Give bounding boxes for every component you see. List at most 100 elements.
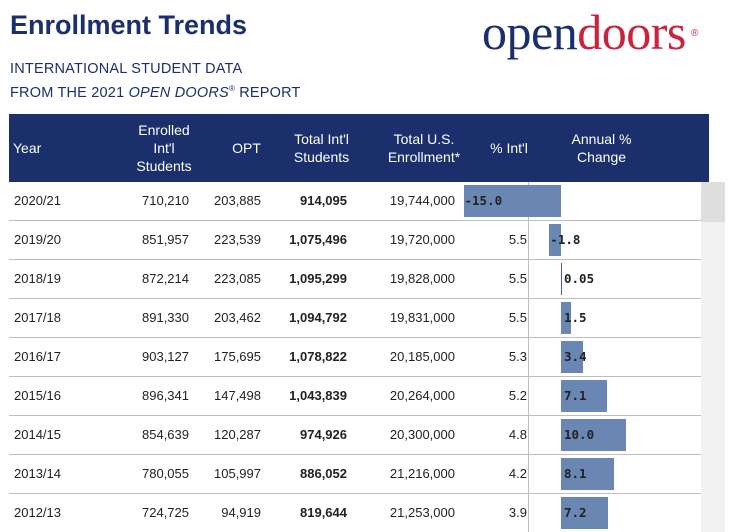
column-divider — [528, 260, 529, 298]
change-bar — [549, 224, 561, 256]
header-year: Year — [13, 140, 42, 156]
change-bar — [463, 185, 561, 217]
change-label: 7.1 — [564, 388, 587, 403]
cell-total: 886,052 — [300, 466, 347, 481]
cell-total: 914,095 — [300, 193, 347, 208]
change-bar — [561, 341, 584, 373]
table-row: 2019/20 851,957 223,539 1,075,496 19,720,000… — [9, 221, 709, 260]
cell-enrolled: 724,725 — [142, 505, 189, 520]
cell-total: 1,095,299 — [289, 271, 347, 286]
cell-year: 2018/19 — [14, 271, 61, 286]
header-total: Total Int'l Students — [293, 131, 350, 165]
table-row: 2013/14 780,055 105,997 886,052 21,216,000 4.… — [9, 455, 709, 494]
change-label: 0.05 — [564, 271, 595, 286]
cell-year: 2013/14 — [14, 466, 61, 481]
column-divider — [528, 377, 529, 415]
header-us-enrollment: Total U.S. Enrollment* — [387, 131, 461, 165]
cell-total: 1,043,839 — [289, 388, 347, 403]
change-label: -15.0 — [464, 193, 503, 208]
header-pct-intl: % Int'l — [490, 140, 528, 156]
header-annual-change: Annual % Change — [571, 131, 632, 165]
cell-pct-intl: 5.5 — [508, 310, 527, 325]
enrollment-table: Year Enrolled Int'l Students OPT Total I… — [9, 114, 709, 532]
subtitle: INTERNATIONAL STUDENT DATA FROM THE 2021… — [10, 59, 301, 103]
subtitle-line-2-post: REPORT — [234, 85, 301, 101]
cell-enrolled: 854,639 — [142, 427, 189, 442]
cell-total: 819,644 — [300, 505, 347, 520]
scrollbar-thumb[interactable] — [701, 182, 725, 222]
change-label: 10.0 — [564, 427, 595, 442]
cell-opt: 203,885 — [214, 193, 261, 208]
cell-total: 1,094,792 — [289, 310, 347, 325]
cell-opt: 223,085 — [214, 271, 261, 286]
cell-total: 1,078,822 — [289, 349, 347, 364]
cell-enrolled: 710,210 — [142, 193, 189, 208]
change-bar — [561, 380, 608, 412]
column-divider — [528, 494, 529, 532]
subtitle-line-2: FROM THE 2021 OPEN DOORS® REPORT — [10, 79, 301, 103]
cell-enrolled: 780,055 — [142, 466, 189, 481]
cell-us-enrollment: 20,185,000 — [389, 349, 455, 364]
cell-enrolled: 872,214 — [142, 271, 189, 286]
cell-enrolled: 903,127 — [142, 349, 189, 364]
cell-enrolled: 891,330 — [142, 310, 189, 325]
table-row: 2020/21 710,210 203,885 914,095 19,744,0004.… — [9, 182, 709, 221]
cell-opt: 203,462 — [214, 310, 261, 325]
change-bar — [561, 419, 626, 451]
cell-year: 2017/18 — [14, 310, 61, 325]
change-label: 7.2 — [564, 505, 587, 520]
subtitle-line-2-pre: FROM THE 2021 — [10, 85, 129, 101]
cell-us-enrollment: 19,831,000 — [389, 310, 455, 325]
opendoors-logo: opendoors ® — [482, 4, 698, 60]
cell-enrolled: 851,957 — [142, 232, 189, 247]
subtitle-reg-mark: ® — [228, 84, 235, 93]
change-label: 8.1 — [564, 466, 587, 481]
subtitle-line-1: INTERNATIONAL STUDENT DATA — [10, 61, 243, 77]
cell-us-enrollment: 21,216,000 — [389, 466, 455, 481]
cell-us-enrollment: 19,744,000 — [389, 193, 455, 208]
subtitle-line-2-italic: OPEN DOORS — [128, 85, 229, 101]
table-row: 2014/15 854,639 120,287 974,926 20,300,000 4.… — [9, 416, 709, 455]
table-row: 2012/13 724,725 94,919 819,644 21,253,000 3.9… — [9, 494, 709, 532]
table-row: 2015/16 896,341 147,498 1,043,839 20,264,000… — [9, 377, 709, 416]
cell-total: 1,075,496 — [289, 232, 347, 247]
cell-enrolled: 896,341 — [142, 388, 189, 403]
change-bar — [561, 497, 608, 529]
cell-pct-intl: 5.5 — [508, 271, 527, 286]
cell-opt: 120,287 — [214, 427, 261, 442]
scrollbar-track[interactable] — [701, 182, 725, 532]
column-divider — [528, 338, 529, 376]
cell-opt: 105,997 — [214, 466, 261, 481]
header-opt: OPT — [232, 140, 261, 156]
cell-opt: 223,539 — [214, 232, 261, 247]
change-bar — [561, 458, 614, 490]
cell-year: 2014/15 — [14, 427, 61, 442]
column-divider — [528, 416, 529, 454]
logo-text-doors: doors — [577, 4, 686, 60]
cell-pct-intl: 3.9 — [508, 505, 527, 520]
cell-us-enrollment: 19,720,000 — [389, 232, 455, 247]
cell-pct-intl: 5.3 — [508, 349, 527, 364]
header-enrolled: Enrolled Int'l Students — [136, 122, 192, 174]
cell-year: 2012/13 — [14, 505, 61, 520]
cell-year: 2015/16 — [14, 388, 61, 403]
cell-us-enrollment: 19,828,000 — [389, 271, 455, 286]
column-divider — [528, 299, 529, 337]
cell-opt: 147,498 — [214, 388, 261, 403]
cell-us-enrollment: 20,300,000 — [389, 427, 455, 442]
page-title: Enrollment Trends — [10, 10, 248, 40]
table-header: Year Enrolled Int'l Students OPT Total I… — [9, 114, 709, 182]
table-row: 2017/18 891,330 203,462 1,094,792 19,831,000… — [9, 299, 709, 338]
cell-us-enrollment: 21,253,000 — [389, 505, 455, 520]
cell-pct-intl: 4.8 — [508, 427, 527, 442]
cell-year: 2016/17 — [14, 349, 61, 364]
change-label: -1.8 — [550, 232, 581, 247]
cell-opt: 94,919 — [221, 505, 261, 520]
logo-text-open: open — [482, 4, 578, 60]
cell-total: 974,926 — [300, 427, 347, 442]
cell-pct-intl: 5.2 — [508, 388, 527, 403]
cell-year: 2019/20 — [14, 232, 61, 247]
column-divider — [528, 455, 529, 493]
change-label: 1.5 — [564, 310, 587, 325]
change-bar — [561, 263, 562, 295]
